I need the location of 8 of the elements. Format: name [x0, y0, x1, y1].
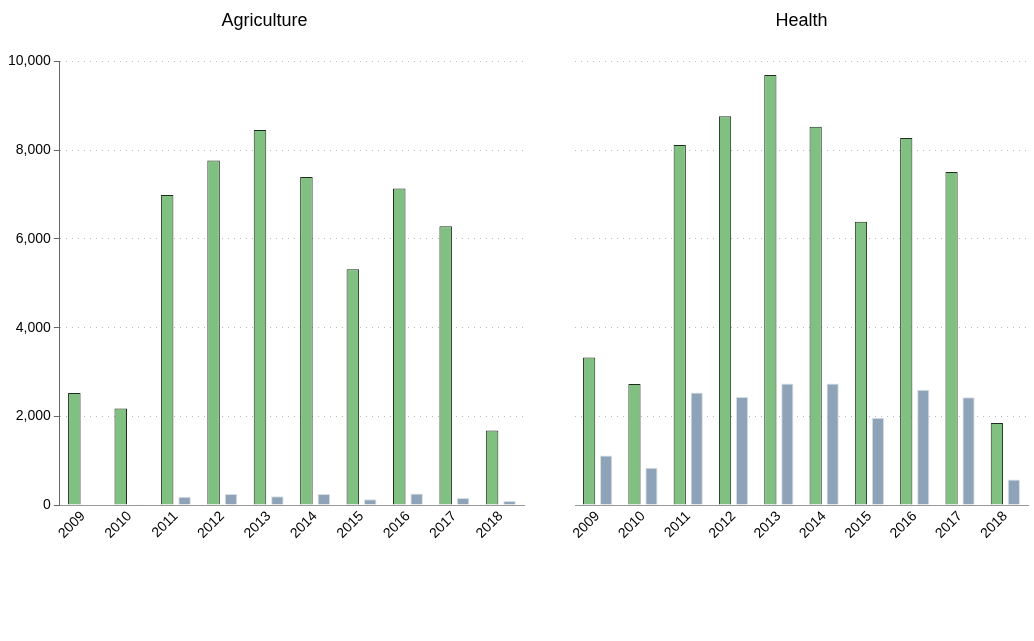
y-tick-label: 4,000 [15, 318, 52, 335]
y-tick-label: 6,000 [15, 229, 52, 246]
y-tick-label: 10,000 [7, 52, 52, 69]
chart-title: Health [775, 9, 828, 30]
y-tick-label: 0 [43, 495, 52, 512]
chart-title: Agriculture [221, 9, 308, 30]
y-tick-label: 8,000 [15, 141, 52, 158]
y-tick-label: 2,000 [15, 407, 52, 424]
